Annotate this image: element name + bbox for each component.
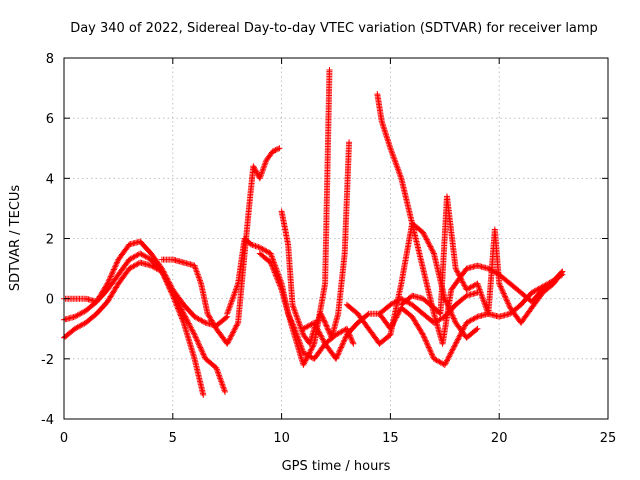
y-tick-label: 8	[46, 52, 54, 67]
grid	[64, 58, 608, 419]
plus-marker-track	[61, 259, 228, 395]
y-tick-label: -2	[41, 353, 54, 368]
series-sat-3	[61, 238, 231, 329]
plus-marker-track	[158, 145, 283, 347]
x-tick-label: 20	[491, 431, 508, 446]
series-sat-4	[158, 145, 283, 347]
series-sat-6	[256, 67, 333, 368]
x-tick-label: 10	[273, 431, 290, 446]
series-sat-12	[398, 193, 566, 326]
y-tick-label: 2	[46, 233, 54, 248]
axis-ticks: 0 5 10 15 20 25 -4 -2 0 2 4 6 8	[41, 52, 616, 446]
series-sat-9	[343, 220, 481, 347]
plus-marker-track	[343, 220, 481, 347]
x-axis-label: GPS time / hours	[282, 459, 391, 474]
chart-title: Day 340 of 2022, Sidereal Day-to-day VTE…	[70, 21, 598, 36]
plus-marker-track	[398, 193, 566, 326]
x-tick-label: 0	[60, 431, 68, 446]
y-tick-label: 4	[46, 172, 54, 187]
plus-marker-track	[61, 238, 231, 329]
y-axis-label: SDTVAR / TECUs	[8, 185, 23, 292]
x-tick-label: 5	[169, 431, 177, 446]
x-tick-label: 15	[382, 431, 399, 446]
y-tick-label: 0	[46, 293, 54, 308]
series-sat-7	[278, 139, 353, 347]
data-marks	[61, 67, 566, 398]
y-tick-label: 6	[46, 112, 54, 127]
plus-marker-track	[278, 139, 353, 347]
x-tick-label: 25	[600, 431, 617, 446]
y-tick-label: -4	[41, 413, 54, 428]
series-sat-2	[61, 259, 228, 395]
plus-marker-track	[256, 67, 333, 368]
